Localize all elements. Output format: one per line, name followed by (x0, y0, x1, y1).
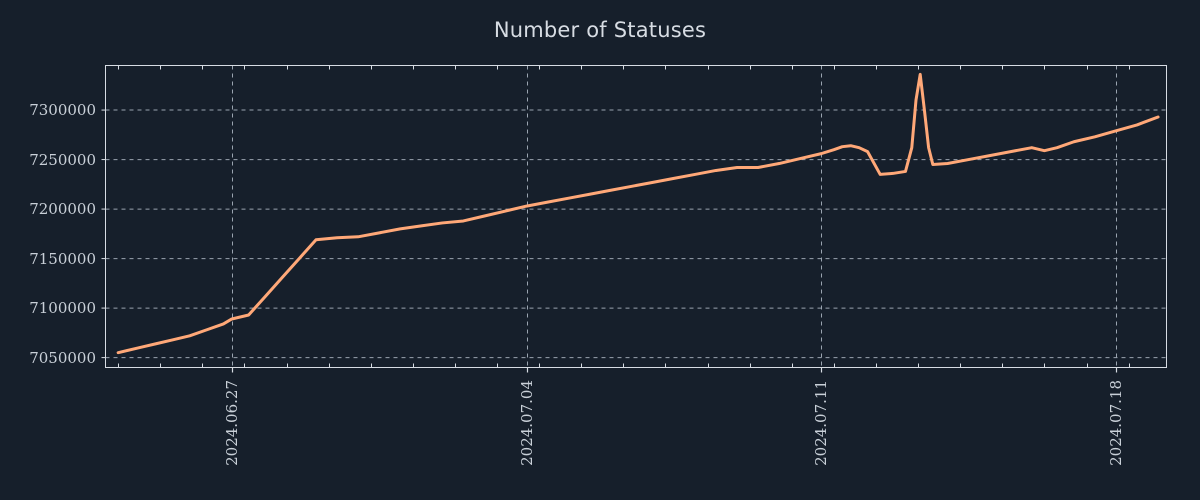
data-series-line (116, 72, 1160, 355)
plot-frame (105, 65, 1167, 368)
y-axis-tick-label: 7200000 (29, 200, 96, 219)
y-axis-tick-label: 7100000 (29, 299, 96, 318)
chart-title: Number of Statuses (493, 18, 707, 42)
y-axis-tick-label: 7250000 (29, 150, 96, 169)
axis-ticks (101, 65, 1130, 373)
y-axis-tick-label: 7050000 (29, 348, 96, 367)
y-axis-tick-label: 7150000 (29, 249, 96, 268)
y-axis-tick-label: 7300000 (29, 101, 96, 120)
gridlines (105, 65, 1167, 368)
